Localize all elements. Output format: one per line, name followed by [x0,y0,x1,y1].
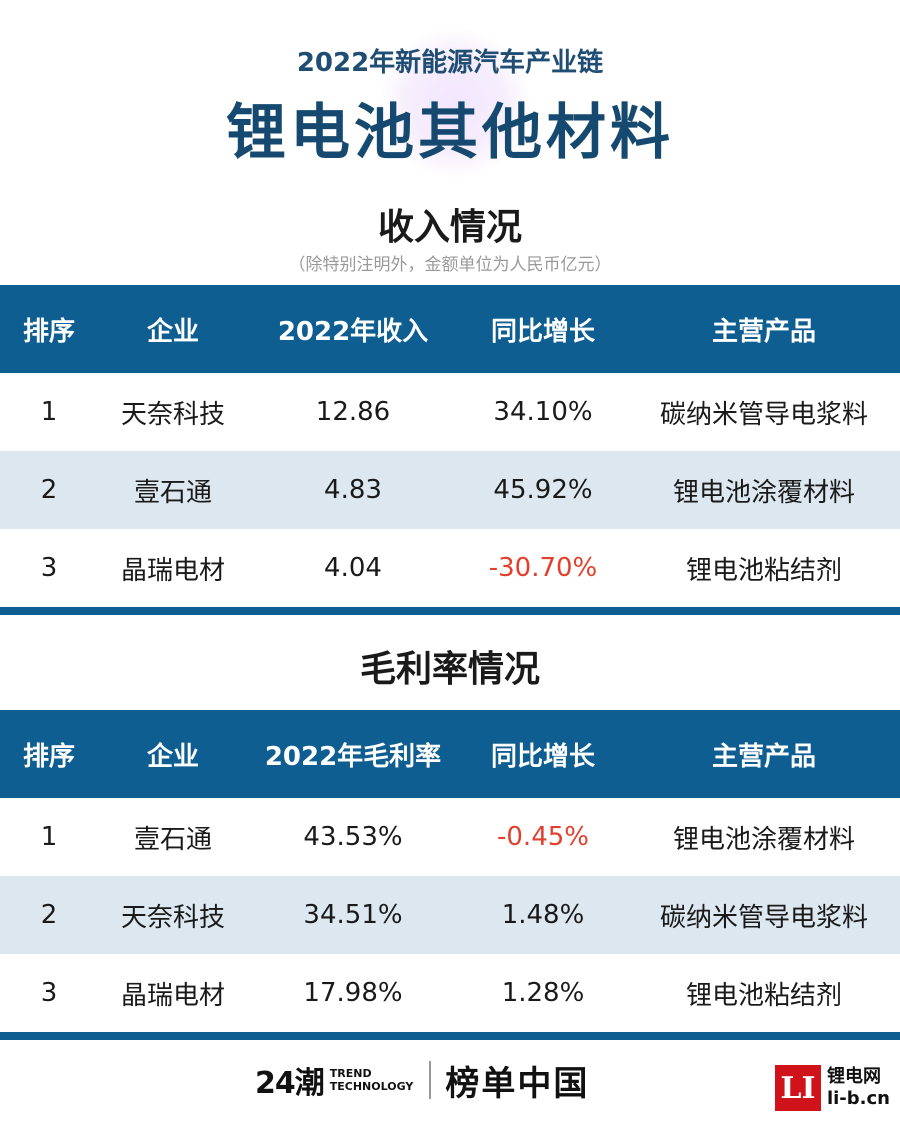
product-cell: 碳纳米管导电浆料 [659,399,868,430]
growth-cell: 1.48% [501,900,585,930]
brand-bangdan-logo: 榜单中国 [445,1063,590,1104]
col-header-product: 主营产品 [711,741,816,772]
product-cell: 碳纳米管导电浆料 [659,902,868,933]
col-header-product: 主营产品 [711,316,816,347]
col-header-growth: 同比增长 [490,316,595,347]
product-cell: 锂电池粘结剂 [685,980,842,1011]
growth-cell-negative: -30.70% [488,553,598,583]
company-cell: 晶瑞电材 [120,555,225,586]
margin-cell: 17.98% [303,978,403,1008]
title-glow-decoration [380,28,530,178]
col-header-rank: 排序 [22,741,75,772]
product-cell: 锂电池涂覆材料 [672,824,855,855]
table-row: 1 天奈科技 12.86 34.10% 碳纳米管导电浆料 [0,373,900,451]
company-cell: 壹石通 [133,477,212,508]
revenue-table-header: 排序 企业 2022年收入 同比增长 主营产品 [0,285,900,373]
col-header-company: 企业 [146,741,199,772]
margin-table-header: 排序 企业 2022年毛利率 同比增长 主营产品 [0,710,900,798]
col-header-margin: 2022年毛利率 [264,741,442,772]
table-row: 3 晶瑞电材 4.04 -30.70% 锂电池粘结剂 [0,529,900,607]
page-title: 锂电池其他材料 [226,98,674,168]
brand-trend-technology: TREND TECHNOLOGY [330,1067,414,1093]
rank-cell: 1 [40,822,58,852]
footer-divider [429,1061,432,1099]
company-cell: 天奈科技 [120,399,225,430]
growth-cell-negative: -0.45% [497,822,589,852]
revenue-section-title: 收入情况 [377,207,522,248]
product-cell: 锂电池粘结剂 [685,555,842,586]
table-row: 3 晶瑞电材 17.98% 1.28% 锂电池粘结剂 [0,954,900,1032]
table-row: 2 天奈科技 34.51% 1.48% 碳纳米管导电浆料 [0,876,900,954]
company-cell: 壹石通 [133,824,212,855]
revenue-cell: 4.04 [324,553,382,583]
margin-cell: 34.51% [303,900,403,930]
page-supertitle: 2022年新能源汽车产业链 [296,48,604,78]
li-logo-icon: LI [774,1065,821,1111]
growth-cell: 1.28% [501,978,585,1008]
growth-cell: 45.92% [493,475,593,505]
footer-branding: 24潮 TREND TECHNOLOGY 榜单中国 [255,1055,589,1105]
brand-trend-line1: TREND [329,1067,372,1080]
site-url: li-b.cn [826,1088,890,1109]
site-logo: LI 锂电网 li-b.cn [774,1065,890,1111]
table-row: 2 壹石通 4.83 45.92% 锂电池涂覆材料 [0,451,900,529]
margin-table: 排序 企业 2022年毛利率 同比增长 主营产品 1 壹石通 43.53% -0… [0,710,900,1040]
growth-cell: 34.10% [493,397,593,427]
revenue-unit-note: （除特别注明外，金额单位为人民币亿元） [288,255,612,275]
table-bottom-bar [0,607,900,615]
brand-trend-line2: TECHNOLOGY [329,1080,414,1093]
col-header-rank: 排序 [22,316,75,347]
brand-24chao-logo: 24潮 [255,1066,325,1101]
col-header-revenue: 2022年收入 [277,316,429,347]
site-name-block: 锂电网 li-b.cn [827,1066,890,1110]
col-header-company: 企业 [146,316,199,347]
company-cell: 晶瑞电材 [120,980,225,1011]
rank-cell: 3 [40,553,58,583]
site-name: 锂电网 [826,1066,881,1087]
rank-cell: 2 [40,475,58,505]
rank-cell: 2 [40,900,58,930]
product-cell: 锂电池涂覆材料 [672,477,855,508]
margin-section-title: 毛利率情况 [359,649,540,690]
revenue-cell: 4.83 [324,475,382,505]
company-cell: 天奈科技 [120,902,225,933]
margin-cell: 43.53% [303,822,403,852]
rank-cell: 1 [40,397,58,427]
revenue-table: 排序 企业 2022年收入 同比增长 主营产品 1 天奈科技 12.86 34.… [0,285,900,615]
table-bottom-bar [0,1032,900,1040]
table-row: 1 壹石通 43.53% -0.45% 锂电池涂覆材料 [0,798,900,876]
col-header-growth: 同比增长 [490,741,595,772]
rank-cell: 3 [40,978,58,1008]
revenue-cell: 12.86 [315,397,391,427]
